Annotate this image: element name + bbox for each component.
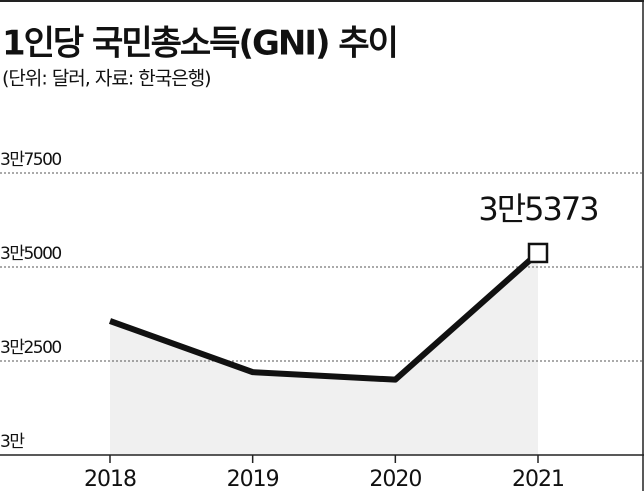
y-tick-label: 3만7500 <box>0 150 61 170</box>
x-tick-label: 2019 <box>227 467 279 491</box>
y-tick-label: 3만2500 <box>0 338 61 358</box>
x-tick-label: 2018 <box>84 467 136 491</box>
y-tick-label: 3만 <box>0 432 25 452</box>
x-tick-label: 2020 <box>369 467 421 491</box>
y-tick-label: 3만5000 <box>0 244 61 264</box>
data-label: 3만5373 <box>478 190 597 228</box>
line <box>108 250 540 383</box>
marker <box>527 242 549 264</box>
x-tick-label: 2021 <box>512 467 564 491</box>
chart-title: 1인당 국민총소득(GNI) 추이 <box>2 24 397 64</box>
chart-subtitle: (단위: 달러, 자료: 한국은행) <box>2 68 211 90</box>
area <box>110 252 538 455</box>
